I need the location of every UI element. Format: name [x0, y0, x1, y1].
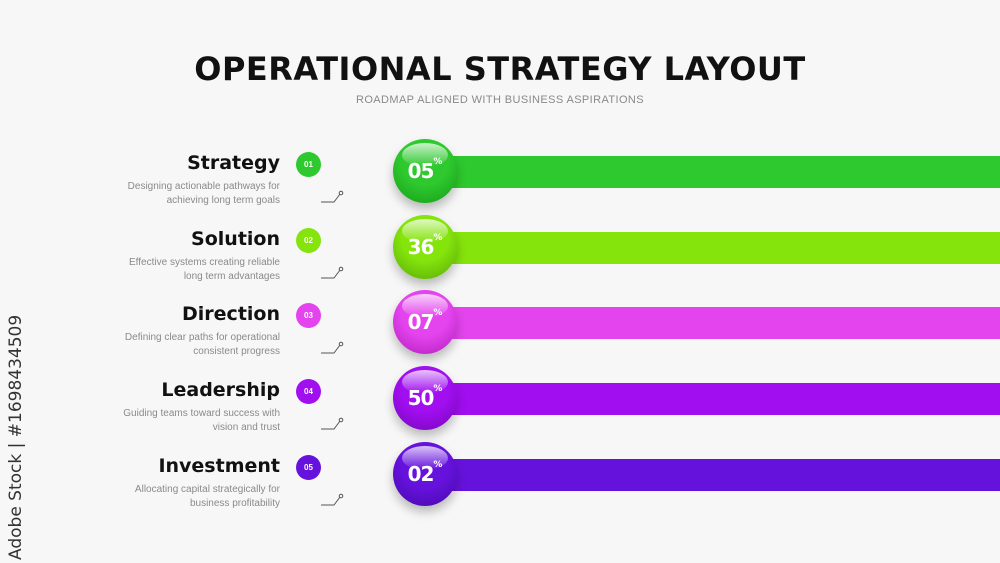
page-subtitle: ROADMAP ALIGNED WITH BUSINESS ASPIRATION…: [356, 94, 644, 106]
item-description-line: Guiding teams toward success with: [123, 408, 280, 419]
item-description: Defining clear paths for operational con…: [80, 331, 280, 359]
progress-bar: [430, 383, 1000, 415]
percentage-unit: %: [433, 157, 443, 167]
item-description-line: Defining clear paths for operational: [124, 332, 280, 343]
connector-line-icon: [321, 266, 344, 279]
gloss-highlight: [402, 294, 448, 318]
percentage-ball: 02%: [393, 442, 457, 506]
roadmap-item: Direction Defining clear paths for opera…: [0, 290, 1000, 373]
percentage-number: 05: [407, 159, 435, 183]
gloss-highlight: [402, 370, 448, 394]
gloss-highlight: [402, 143, 448, 167]
percentage-unit: %: [433, 233, 443, 243]
item-description: Guiding teams toward success with vision…: [80, 407, 280, 435]
item-number-badge: 05: [296, 455, 321, 480]
percentage-unit: %: [433, 384, 443, 394]
percentage-unit: %: [433, 308, 443, 318]
progress-bar: [430, 232, 1000, 264]
percentage-value: 50%: [393, 384, 457, 410]
roadmap-item: Strategy Designing actionable pathways f…: [0, 139, 1000, 222]
connector-line-icon: [321, 190, 344, 203]
item-description-line: Effective systems creating reliable: [129, 257, 280, 268]
item-description: Effective systems creating reliable long…: [80, 256, 280, 284]
connector-line-icon: [321, 493, 344, 506]
item-description-line: long term advantages: [183, 271, 280, 282]
item-number-badge: 04: [296, 379, 321, 404]
item-description: Designing actionable pathways for achiev…: [80, 180, 280, 208]
gloss-highlight: [402, 446, 448, 470]
item-number-badge: 01: [296, 152, 321, 177]
item-description-line: business profitability: [189, 498, 280, 509]
item-description-line: Designing actionable pathways for: [127, 181, 280, 192]
percentage-number: 02: [407, 462, 435, 486]
roadmap-item: Solution Effective systems creating reli…: [0, 215, 1000, 298]
percentage-ball: 07%: [393, 290, 457, 354]
percentage-number: 50: [407, 386, 435, 410]
percentage-value: 02%: [393, 460, 457, 486]
item-title: Direction: [182, 303, 280, 325]
item-title: Solution: [191, 228, 280, 250]
percentage-value: 07%: [393, 308, 457, 334]
item-description-line: consistent progress: [193, 346, 280, 357]
item-description-line: achieving long term goals: [166, 195, 280, 206]
item-description-line: vision and trust: [212, 422, 280, 433]
gloss-highlight: [402, 219, 448, 243]
item-number-badge: 03: [296, 303, 321, 328]
percentage-value: 36%: [393, 233, 457, 259]
item-description: Allocating capital strategically for bus…: [80, 483, 280, 511]
progress-bar: [430, 459, 1000, 491]
item-number-badge: 02: [296, 228, 321, 253]
percentage-ball: 50%: [393, 366, 457, 430]
percentage-number: 36: [407, 235, 435, 259]
item-title: Strategy: [187, 152, 280, 174]
progress-bar: [430, 307, 1000, 339]
connector-line-icon: [321, 417, 344, 430]
percentage-value: 05%: [393, 157, 457, 183]
roadmap-item: Investment Allocating capital strategica…: [0, 442, 1000, 525]
item-title: Leadership: [161, 379, 280, 401]
page-title: OPERATIONAL STRATEGY LAYOUT: [194, 50, 806, 88]
roadmap-item: Leadership Guiding teams toward success …: [0, 366, 1000, 449]
percentage-unit: %: [433, 460, 443, 470]
percentage-ball: 36%: [393, 215, 457, 279]
percentage-number: 07: [407, 310, 435, 334]
percentage-ball: 05%: [393, 139, 457, 203]
item-title: Investment: [158, 455, 280, 477]
item-description-line: Allocating capital strategically for: [134, 484, 280, 495]
progress-bar: [430, 156, 1000, 188]
connector-line-icon: [321, 341, 344, 354]
